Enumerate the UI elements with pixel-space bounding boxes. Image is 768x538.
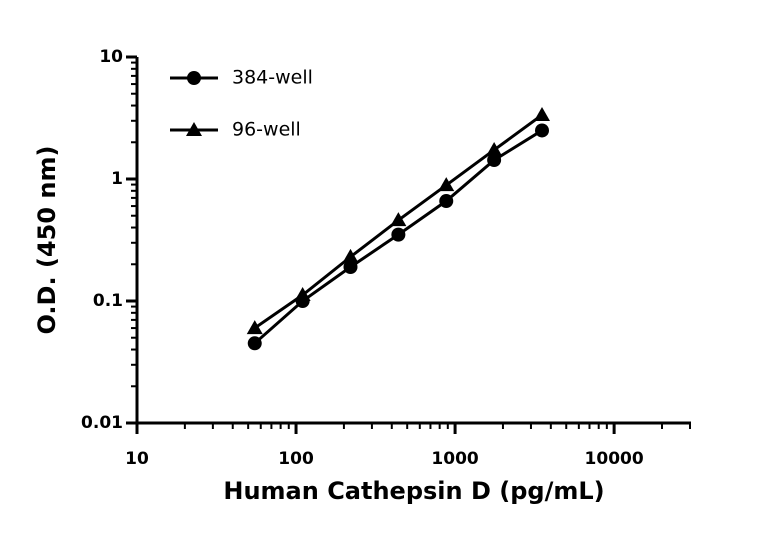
y-tick-label: 0.1 (93, 291, 123, 311)
x-axis-label: Human Cathepsin D (pg/mL) (223, 477, 604, 505)
circle-marker (391, 227, 406, 242)
circle-marker (487, 153, 502, 168)
triangle-marker (294, 286, 311, 301)
x-tick-label: 1000 (431, 449, 478, 469)
y-tick-label: 1 (111, 169, 123, 189)
x-tick-label: 100 (278, 449, 314, 469)
y-tick-label: 10 (99, 47, 123, 67)
circle-marker (187, 71, 201, 85)
triangle-marker (342, 248, 359, 263)
triangle-marker (186, 122, 202, 136)
triangle-marker (534, 106, 551, 121)
x-tick-label: 10000 (585, 449, 644, 469)
legend-label: 96-well (232, 119, 301, 141)
circle-marker (439, 194, 454, 209)
triangle-marker (246, 320, 263, 335)
circle-marker (343, 259, 358, 274)
triangle-marker (486, 141, 503, 156)
y-axis-label: O.D. (450 nm) (33, 146, 61, 335)
circle-marker (535, 123, 550, 138)
x-tick-label: 10 (125, 449, 149, 469)
triangle-marker (390, 212, 407, 227)
y-tick-label: 0.01 (81, 413, 123, 433)
circle-marker (247, 336, 262, 351)
legend-label: 384-well (232, 67, 313, 89)
triangle-marker (438, 177, 455, 192)
